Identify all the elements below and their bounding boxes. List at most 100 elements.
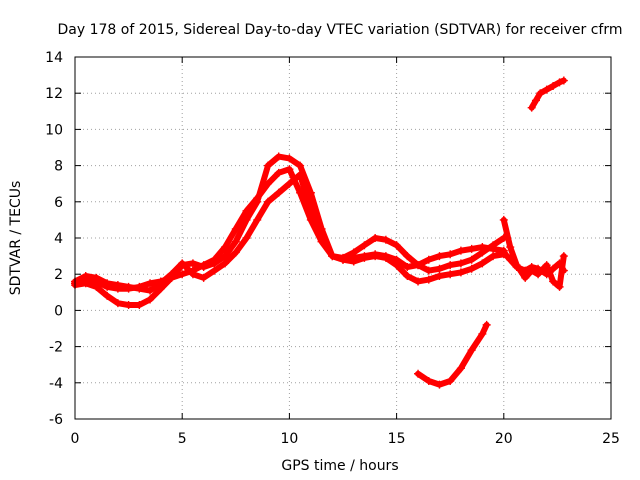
data-point: [506, 255, 515, 264]
y-tick-label: 10: [45, 122, 63, 138]
data-point: [424, 255, 433, 264]
data-point: [549, 81, 558, 90]
data-point: [210, 259, 219, 268]
data-point: [381, 253, 390, 262]
data-point: [435, 272, 444, 281]
data-point: [296, 170, 305, 179]
data-point: [381, 235, 390, 244]
data-point: [199, 262, 208, 271]
data-point: [467, 264, 476, 273]
data-point: [296, 161, 305, 170]
data-point: [274, 152, 283, 161]
y-tick-label: -6: [49, 412, 63, 428]
data-point: [424, 266, 433, 275]
y-tick-label: -4: [49, 376, 63, 392]
data-point: [435, 264, 444, 273]
data-point: [221, 243, 230, 252]
y-tick-label: 4: [54, 231, 63, 247]
data-point: [456, 259, 465, 268]
series-track-7: [527, 76, 568, 112]
data-point: [527, 103, 536, 112]
data-point: [113, 281, 122, 290]
data-point: [199, 273, 208, 282]
y-tick-label: -2: [49, 340, 63, 356]
series-line: [500, 216, 567, 290]
data-point: [135, 300, 144, 309]
data-point: [231, 224, 240, 233]
x-tick-label: 25: [602, 431, 620, 447]
y-tick-label: 6: [54, 195, 63, 211]
data-point: [499, 248, 508, 257]
data-point: [435, 252, 444, 261]
data-point: [482, 320, 491, 329]
data-point: [534, 264, 543, 273]
data-point: [446, 270, 455, 279]
data-point: [263, 161, 272, 170]
data-point: [392, 241, 401, 250]
data-point: [103, 291, 112, 300]
series-track-6: [414, 320, 491, 389]
data-point: [349, 257, 358, 266]
data-point: [231, 237, 240, 246]
data-point: [478, 259, 487, 268]
y-axis-label: SDTVAR / TECUs: [8, 181, 24, 296]
data-point: [188, 270, 197, 279]
data-point: [489, 252, 498, 261]
data-point: [446, 376, 455, 385]
data-point: [328, 252, 337, 261]
data-point: [559, 266, 568, 275]
series-layer: [71, 76, 568, 389]
data-point: [178, 270, 187, 279]
data-point: [178, 259, 187, 268]
data-point: [167, 270, 176, 279]
data-point: [478, 329, 487, 338]
data-point: [188, 259, 197, 268]
data-point: [521, 273, 530, 282]
chart-title: Day 178 of 2015, Sidereal Day-to-day VTE…: [58, 22, 623, 38]
data-point: [124, 282, 133, 291]
data-point: [124, 300, 133, 309]
data-point: [285, 154, 294, 163]
data-point: [113, 299, 122, 308]
data-point: [92, 273, 101, 282]
data-point: [253, 197, 262, 206]
data-point: [424, 376, 433, 385]
data-point: [403, 262, 412, 271]
data-point: [360, 241, 369, 250]
y-tick-label: 8: [54, 159, 63, 175]
data-point: [536, 89, 545, 98]
data-point: [317, 234, 326, 242]
data-point: [221, 259, 230, 268]
x-tick-label: 0: [71, 431, 80, 447]
data-point: [371, 234, 380, 242]
data-point: [392, 261, 401, 270]
data-point: [414, 261, 423, 270]
data-point: [489, 241, 498, 250]
y-tick-label: 2: [54, 267, 63, 283]
y-tick-label: 14: [45, 50, 63, 66]
data-point: [349, 248, 358, 257]
series-track-5: [499, 248, 568, 279]
data-point: [221, 252, 230, 261]
data-point: [542, 270, 551, 279]
data-point: [231, 248, 240, 257]
data-point: [446, 261, 455, 270]
data-point: [360, 253, 369, 262]
data-point: [435, 380, 444, 389]
series-line: [500, 249, 567, 278]
x-axis-label: GPS time / hours: [281, 458, 398, 474]
data-point: [242, 234, 251, 242]
data-point: [499, 215, 508, 224]
data-point: [146, 279, 155, 288]
x-tick-labels: 0 5 10 15 20 25: [71, 431, 620, 447]
data-point: [146, 286, 155, 295]
data-point: [274, 188, 283, 197]
x-tick-label: 15: [388, 431, 406, 447]
data-point: [135, 284, 144, 293]
data-point: [512, 262, 521, 271]
data-point: [285, 179, 294, 188]
data-point: [263, 197, 272, 206]
data-point: [456, 246, 465, 255]
data-point: [103, 279, 112, 288]
data-point: [456, 364, 465, 373]
